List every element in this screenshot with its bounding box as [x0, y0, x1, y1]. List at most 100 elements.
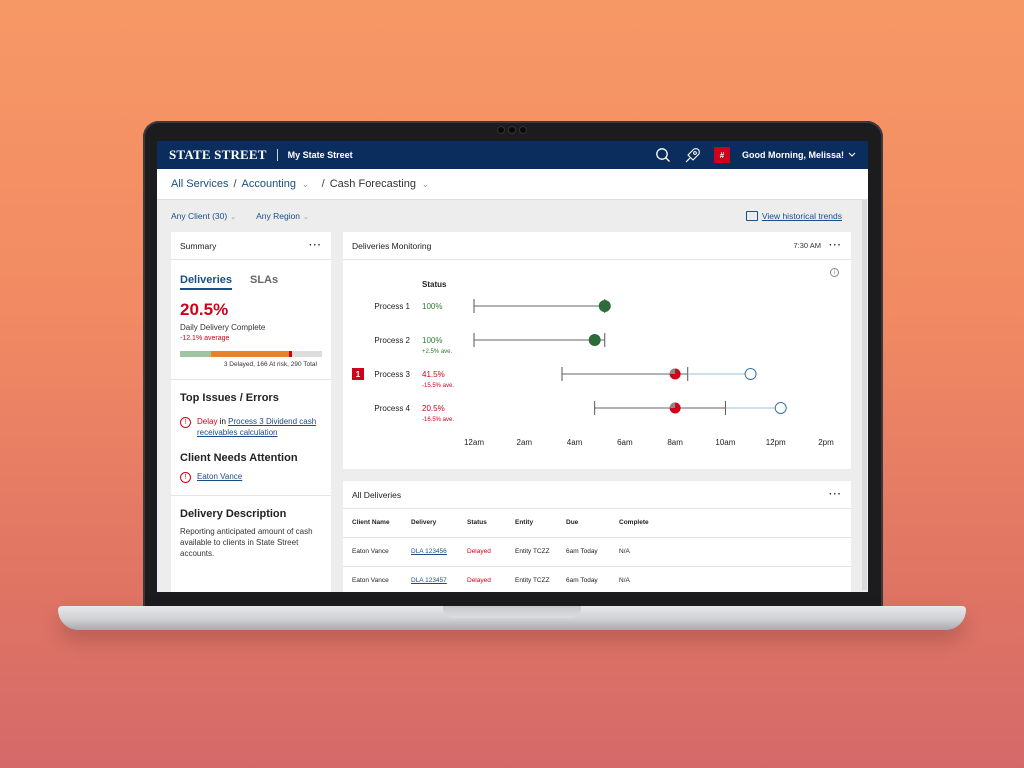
column-header[interactable]: Client Name — [343, 509, 402, 538]
progress-at-risk-segment — [211, 351, 290, 357]
summary-panel: Summary ··· Deliveries SLAs 20.5% Daily … — [171, 232, 331, 592]
time-axis-label: 4am — [567, 438, 583, 447]
all-deliveries-header: All Deliveries ··· — [343, 481, 851, 509]
chevron-down-icon — [848, 152, 856, 157]
monitoring-title: Deliveries Monitoring — [352, 240, 432, 251]
process-label: Process 3 — [374, 370, 410, 379]
process-change: -16.5% ave. — [422, 417, 454, 423]
client-link[interactable]: Eaton Vance — [197, 472, 243, 481]
attention-item: ! Eaton Vance — [171, 464, 331, 483]
breadcrumb: All Services / Accounting ⌄ / Cash Forec… — [157, 169, 868, 200]
region-filter[interactable]: Any Region ⌄ — [256, 211, 309, 221]
cell-delivery-link[interactable]: DLA 123456 — [402, 537, 458, 567]
chevron-down-icon: ⌄ — [230, 214, 237, 221]
monitoring-timeline-chart: Status Process 1 100% Process 2 100% +2.5% av… — [352, 280, 834, 447]
rocket-icon[interactable] — [684, 146, 702, 164]
table-row[interactable]: Eaton Vance DLA 123456 Delayed Entity TC… — [343, 537, 851, 567]
time-axis-label: 6am — [617, 438, 633, 447]
process-label: Process 2 — [374, 336, 410, 345]
client-attention-title: Client Needs Attention — [180, 452, 298, 464]
state-street-logo[interactable]: STATE STREET — [169, 147, 267, 162]
divider — [171, 379, 331, 380]
process-status: 41.5% — [422, 370, 445, 379]
scrollbar[interactable] — [862, 200, 867, 590]
cell-client: Eaton Vance — [343, 537, 402, 567]
breadcrumb-all-services[interactable]: All Services — [171, 178, 229, 190]
tab-deliveries[interactable]: Deliveries — [180, 274, 232, 290]
alert-badge-count: 1 — [356, 370, 361, 379]
historical-trends-link[interactable]: View historical trends — [745, 211, 842, 221]
summary-header: Summary ··· — [171, 232, 331, 260]
delivery-description-text: Reporting anticipated amount of cash ava… — [180, 527, 313, 558]
time-axis-label: 8am — [667, 438, 683, 447]
all-deliveries-title: All Deliveries — [352, 489, 402, 500]
column-header[interactable]: Due — [557, 509, 610, 538]
header-divider — [276, 149, 278, 161]
time-axis-label: 12pm — [766, 438, 786, 447]
time-axis-label: 2am — [517, 438, 533, 447]
process-change: -15.5% ave. — [422, 383, 454, 389]
summary-title: Summary — [180, 240, 217, 251]
progress-marker — [588, 334, 601, 346]
chevron-down-icon[interactable]: ⌄ — [421, 179, 429, 189]
client-filter[interactable]: Any Client (30) ⌄ — [171, 211, 236, 221]
breadcrumb-separator: / — [233, 178, 237, 190]
user-menu[interactable]: Good Morning, Melissa! — [742, 150, 856, 160]
issue-connector: in — [219, 417, 226, 426]
issue-status: Delay — [197, 417, 218, 426]
region-filter-label: Any Region — [256, 211, 301, 221]
column-header[interactable]: Complete — [610, 509, 851, 538]
table-row[interactable]: Eaton Vance DLA 123457 Delayed Entity TC… — [343, 566, 851, 592]
breadcrumb-accounting[interactable]: Accounting — [241, 178, 296, 190]
delivery-percentage-label: Daily Delivery Complete — [180, 323, 266, 332]
camera-icon — [494, 124, 530, 136]
cell-complete: N/A — [610, 537, 851, 567]
column-header[interactable]: Entity — [506, 509, 557, 538]
breadcrumb-cash-forecasting[interactable]: Cash Forecasting — [329, 178, 416, 190]
info-icon[interactable]: i — [830, 268, 839, 277]
time-axis-label: 2pm — [818, 438, 834, 447]
process-change: +2.5% ave. — [422, 349, 453, 355]
column-header[interactable]: Delivery — [402, 509, 458, 538]
more-options-icon[interactable]: ··· — [829, 240, 842, 251]
delivery-percentage: 20.5% — [180, 300, 229, 319]
top-navigation-bar: STATE STREET My State Street # Good Morn… — [157, 141, 868, 169]
progress-marker-slice — [669, 402, 676, 408]
greeting-text: Good Morning, Melissa! — [741, 150, 844, 160]
client-filter-label: Any Client (30) — [171, 211, 228, 221]
projected-end-marker — [774, 402, 787, 414]
column-header[interactable]: Status — [458, 509, 506, 538]
all-deliveries-panel: All Deliveries ··· Client Name Delivery … — [343, 481, 851, 592]
notification-badge[interactable]: # — [713, 147, 730, 163]
filter-bar: Any Client (30) ⌄ Any Region ⌄ View histor… — [157, 200, 868, 232]
process-label: Process 1 — [374, 302, 410, 311]
progress-marker — [598, 300, 611, 312]
cell-delivery-link[interactable]: DLA 123457 — [402, 566, 458, 592]
delivery-progress-bar — [180, 351, 322, 357]
time-axis-label: 12am — [464, 438, 484, 447]
more-options-icon[interactable]: ··· — [829, 489, 842, 500]
top-issues-title: Top Issues / Errors — [180, 392, 279, 404]
alert-badge — [352, 368, 364, 380]
trend-chart-icon — [745, 211, 758, 221]
process-status: 100% — [422, 302, 442, 311]
cell-status: Delayed — [458, 566, 506, 592]
tab-slas[interactable]: SLAs — [249, 274, 279, 286]
issue-link[interactable]: Process 3 Dividend cash receivables calc… — [197, 417, 317, 437]
alert-icon: ! — [180, 472, 191, 483]
alert-icon: ! — [180, 417, 191, 428]
cell-complete: N/A — [610, 566, 851, 592]
process-label: Process 4 — [374, 404, 410, 413]
monitoring-time: 7:30 AM — [793, 241, 821, 250]
search-icon[interactable] — [654, 146, 672, 164]
cell-status: Delayed — [458, 537, 506, 567]
process-status: 100% — [422, 336, 442, 345]
more-options-icon[interactable]: ··· — [309, 240, 322, 251]
projected-end-marker — [744, 368, 757, 380]
delivery-description-title: Delivery Description — [180, 508, 287, 520]
app-name[interactable]: My State Street — [287, 150, 353, 160]
monitoring-header: Deliveries Monitoring 7:30 AM ··· — [343, 232, 851, 260]
progress-delayed-segment — [289, 351, 293, 357]
progress-summary-text: 3 Delayed, 166 At risk, 290 Total — [223, 361, 317, 368]
chevron-down-icon[interactable]: ⌄ — [301, 179, 309, 189]
